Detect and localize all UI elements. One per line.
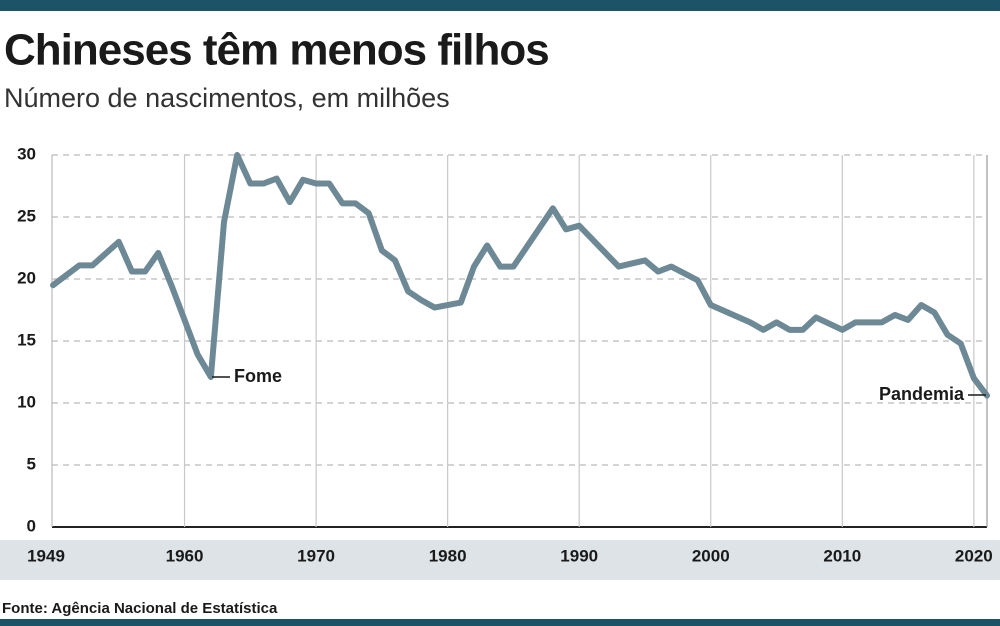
bottom-band (0, 619, 1000, 626)
y-tick-label: 5 (27, 454, 36, 473)
line-series (50, 152, 990, 399)
y-tick-label: 20 (17, 268, 36, 287)
y-tick-label: 15 (17, 330, 36, 349)
x-tick-label: 2020 (955, 546, 993, 565)
annotation: Fome (234, 366, 282, 386)
chart-subtitle: Número de nascimentos, em milhões (4, 83, 450, 113)
x-tick-label: 2000 (692, 546, 730, 565)
x-tick-label: 1960 (166, 546, 204, 565)
x-axis-band (0, 540, 1000, 580)
y-tick-label: 30 (17, 144, 36, 163)
x-tick-label: 1990 (560, 546, 598, 565)
x-tick-label: 1980 (429, 546, 467, 565)
top-band (0, 0, 1000, 11)
x-tick-label: 1949 (27, 546, 65, 565)
y-tick-label: 25 (17, 206, 36, 225)
grid: 0 5 10 15 20 25 30 1949 1960 1970 1980 1990 2000 2010… (17, 144, 993, 565)
annotation: Pandemia (879, 384, 965, 404)
marks (50, 152, 990, 399)
x-tick-label: 1970 (297, 546, 335, 565)
chart-title: Chineses têm menos filhos (4, 26, 549, 75)
x-tick-label: 2010 (823, 546, 861, 565)
y-tick-label: 10 (17, 392, 36, 411)
source: Fonte: Agência Nacional de Estatística (2, 600, 278, 617)
y-tick-label: 0 (27, 516, 36, 535)
